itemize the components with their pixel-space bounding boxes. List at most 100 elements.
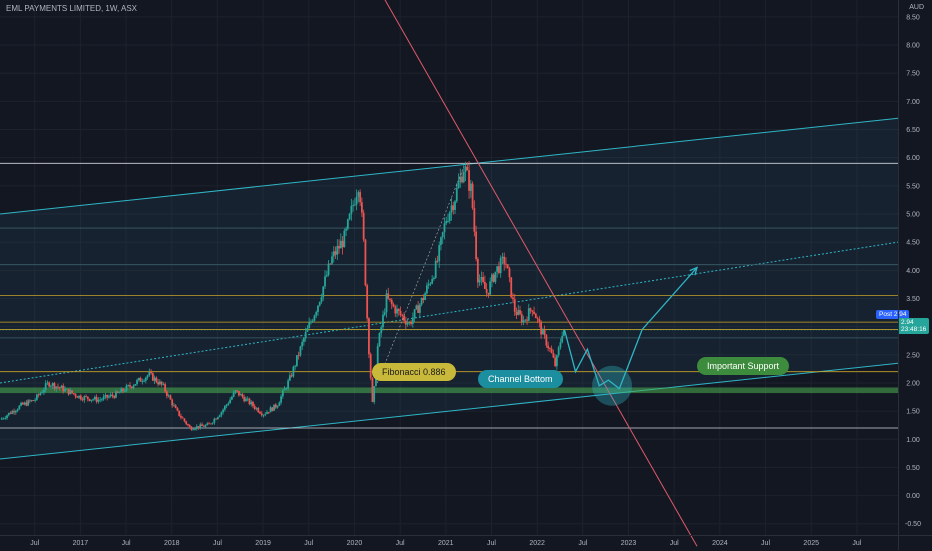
candle-body	[232, 392, 235, 397]
important-support-label[interactable]: Important Support	[697, 357, 790, 375]
y-tick-label: 1.00	[906, 437, 920, 444]
candle-body	[44, 383, 47, 390]
candle-body	[14, 410, 17, 413]
candle-body	[329, 263, 332, 265]
candle-body	[229, 399, 232, 404]
channel-lower-line	[0, 362, 899, 460]
candle-body	[41, 392, 44, 394]
candle-body	[118, 392, 121, 394]
candle-body	[64, 388, 66, 392]
price-axis[interactable]	[898, 0, 932, 550]
candle-body	[274, 404, 277, 408]
candle-body	[160, 381, 163, 385]
channel-mid-line	[0, 241, 899, 384]
candle-body	[434, 260, 437, 278]
candle-body	[267, 412, 270, 413]
candle-body	[492, 274, 495, 282]
candle-body	[243, 396, 246, 402]
candle-body	[301, 341, 304, 347]
candle-body	[202, 425, 205, 427]
candle-body	[115, 391, 117, 398]
candle-body	[60, 385, 63, 388]
candle-body	[459, 176, 462, 183]
candle-body	[540, 322, 542, 335]
candle-body	[441, 232, 444, 238]
candle-body	[327, 263, 330, 275]
candle-body	[30, 400, 33, 402]
post-label: Post	[879, 311, 893, 318]
candle-body	[550, 348, 553, 353]
y-tick-label: 6.50	[906, 127, 920, 134]
candle-body	[72, 393, 75, 395]
countdown: 23:48:16	[901, 326, 927, 333]
x-tick-label: Jul	[578, 540, 587, 547]
candle-body	[20, 402, 22, 406]
fibonacci-label[interactable]: Fibonacci 0.886	[372, 363, 456, 381]
candle-body	[548, 348, 551, 349]
candle-body	[171, 399, 174, 406]
candle-body	[99, 399, 102, 401]
candle-body	[90, 399, 93, 401]
candle-body	[216, 417, 219, 420]
candle-body	[46, 382, 49, 384]
downtrend-line	[384, 0, 698, 547]
y-tick-label: 5.50	[906, 183, 920, 190]
candle-body	[387, 293, 390, 299]
y-tick-label: 7.50	[906, 71, 920, 78]
candle-body	[178, 410, 181, 416]
candle-body	[563, 329, 565, 336]
candle-body	[427, 283, 430, 286]
candle-body	[39, 393, 42, 396]
projection-arrowhead	[689, 266, 699, 276]
candle-body	[143, 380, 145, 382]
y-tick-label: 3.50	[906, 296, 920, 303]
candle-body	[366, 285, 369, 319]
candle-body	[158, 381, 161, 385]
candle-body	[332, 251, 335, 257]
candle-body	[352, 204, 355, 206]
candle-body	[526, 319, 528, 321]
candle-body	[469, 183, 472, 191]
candle-body	[227, 403, 230, 405]
candle-body	[376, 346, 379, 370]
candle-body	[273, 404, 275, 411]
candle-body	[462, 171, 465, 183]
y-tick-label: 8.50	[906, 14, 920, 21]
candle-body	[536, 318, 539, 319]
candle-body	[496, 266, 499, 272]
candle-body	[473, 207, 476, 232]
candle-body	[253, 406, 256, 409]
projection-path	[563, 267, 698, 390]
candle-body	[501, 256, 504, 258]
candle-body	[104, 394, 107, 397]
candle-body	[524, 319, 527, 321]
x-tick-label: Jul	[213, 540, 222, 547]
candle-body	[81, 399, 84, 401]
candle-body	[498, 266, 500, 273]
candle-body	[487, 292, 490, 295]
channel-fill	[0, 118, 898, 459]
candle-body	[406, 323, 409, 325]
channel-bottom-label[interactable]: Channel Bottom	[478, 370, 563, 388]
time-axis[interactable]	[0, 535, 932, 551]
candle-body	[236, 390, 239, 392]
candle-body	[538, 318, 541, 323]
candle-body	[6, 415, 8, 419]
candle-body	[288, 375, 291, 381]
candle-body	[413, 309, 416, 318]
candle-body	[25, 402, 28, 406]
candle-body	[255, 408, 258, 409]
fib-connector	[376, 166, 465, 384]
candle-body	[74, 394, 77, 397]
candle-body	[440, 237, 442, 246]
candle-body	[167, 395, 170, 397]
candle-body	[281, 390, 284, 397]
candle-body	[116, 391, 119, 393]
candle-body	[343, 230, 346, 248]
candle-body	[146, 375, 149, 378]
candle-body	[378, 333, 381, 347]
candle-body	[234, 390, 237, 393]
candle-body	[482, 277, 485, 282]
x-tick-label: 2025	[803, 540, 819, 547]
